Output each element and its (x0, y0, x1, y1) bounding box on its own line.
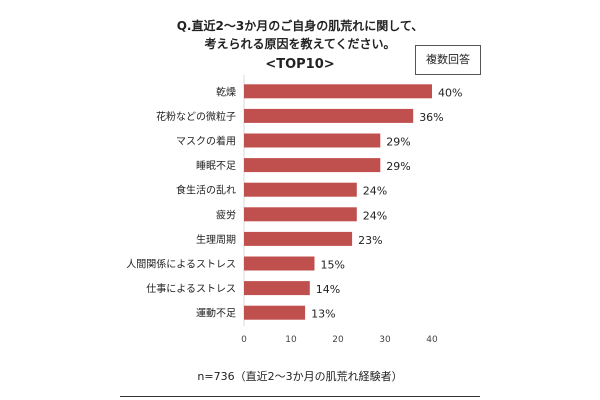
bar (244, 182, 357, 197)
bar (244, 133, 381, 148)
bar (244, 108, 414, 123)
x-tick-label: 10 (285, 335, 297, 345)
category-label: 睡眠不足 (196, 159, 236, 172)
data-label: 23% (358, 234, 382, 247)
x-tick-label: 40 (426, 335, 438, 345)
category-label: 疲労 (216, 208, 236, 221)
chart-title-line2: 考えられる原因を教えてください。 (204, 37, 396, 51)
category-label: 生理周期 (196, 233, 236, 246)
bar (244, 158, 381, 173)
data-label: 13% (311, 308, 335, 321)
category-label: 人間関係によるストレス (126, 259, 236, 271)
category-label: 花粉などの微粒子 (156, 110, 236, 123)
bar (244, 231, 353, 246)
x-tick-label: 20 (332, 335, 344, 345)
category-label: 仕事によるストレス (146, 282, 236, 295)
multiple-answer-badge: 複数回答 (415, 45, 481, 75)
sample-size-note: n=736（直近2～3か月の肌荒れ経験者） (197, 370, 403, 383)
data-label: 24% (363, 185, 387, 198)
category-label: マスクの着用 (176, 135, 236, 148)
bar (244, 256, 315, 271)
divider (120, 396, 480, 397)
data-label: 24% (363, 209, 387, 222)
bar (244, 207, 357, 222)
x-tick-label: 30 (379, 335, 391, 345)
category-label: 運動不足 (196, 307, 236, 320)
bar (244, 281, 310, 296)
data-label: 29% (386, 136, 410, 149)
data-label: 29% (386, 160, 410, 173)
bar (244, 84, 432, 99)
data-label: 15% (321, 259, 345, 272)
data-label: 36% (419, 111, 443, 124)
chart-title-top10: <TOP10> (265, 57, 335, 72)
x-tick-label: 0 (241, 335, 247, 345)
category-label: 食生活の乱れ (176, 184, 236, 197)
data-label: 40% (438, 86, 462, 99)
data-label: 14% (316, 283, 340, 296)
bar (244, 305, 306, 320)
chart-title-line1: Q.直近2～3か月のご自身の肌荒れに関して、 (176, 19, 424, 33)
category-label: 乾燥 (216, 85, 236, 98)
